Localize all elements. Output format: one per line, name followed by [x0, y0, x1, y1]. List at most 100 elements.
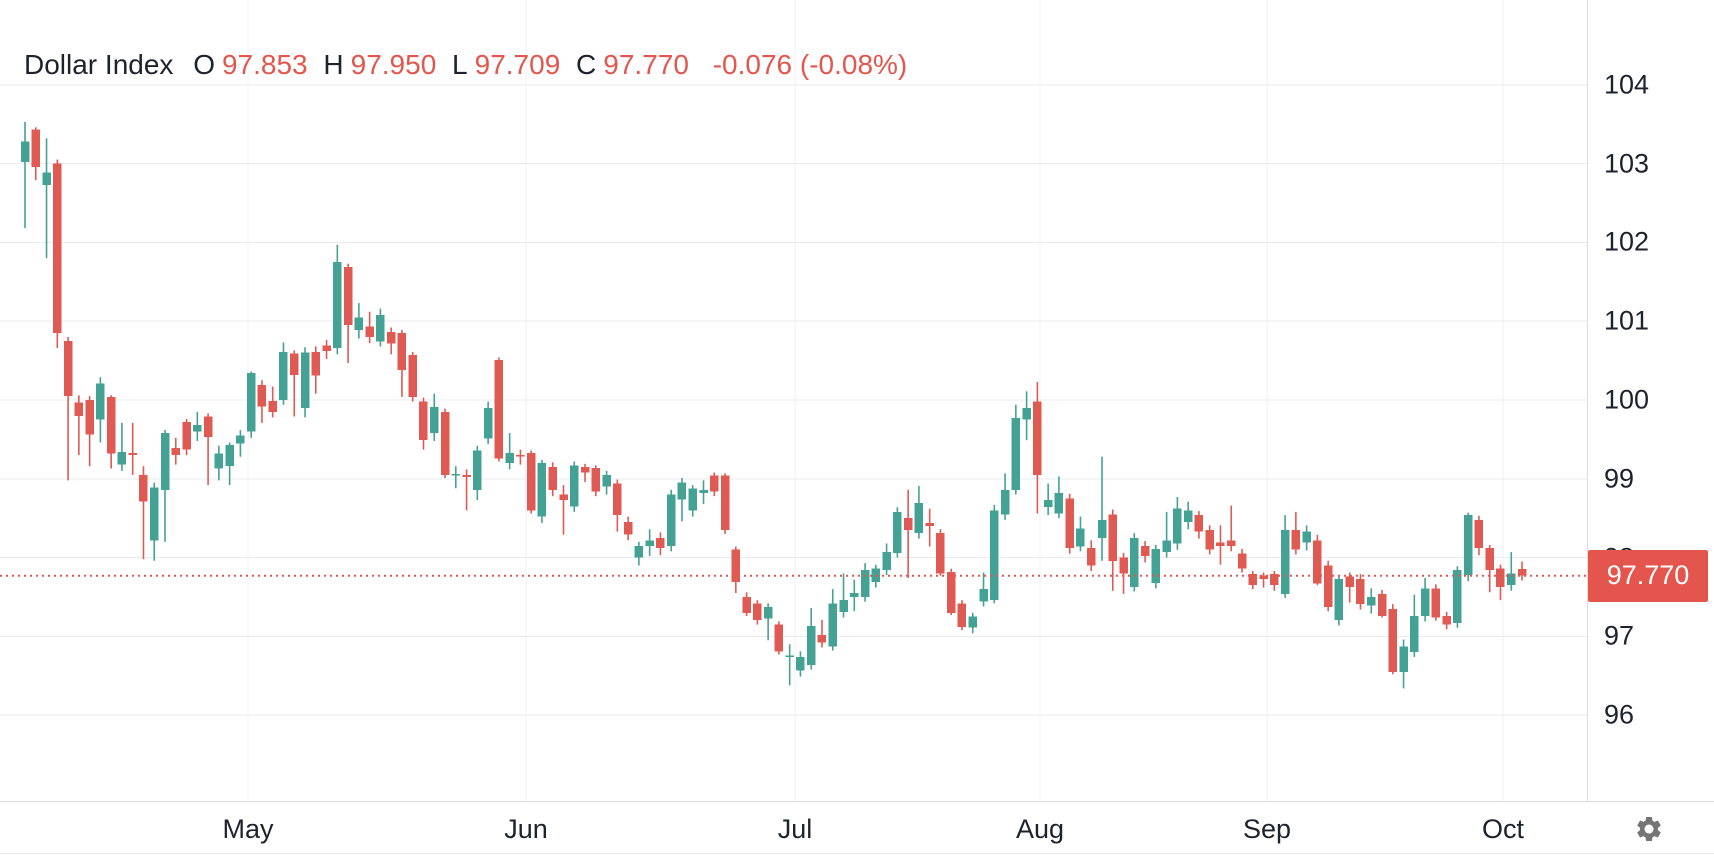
candle: [677, 478, 687, 522]
candle: [397, 329, 407, 397]
candle: [1485, 544, 1494, 593]
candlestick-chart-canvas[interactable]: [0, 0, 1587, 801]
candle: [85, 396, 94, 467]
candle: [1302, 525, 1311, 551]
candle: [365, 311, 374, 344]
candle: [516, 449, 525, 465]
candle: [591, 465, 601, 497]
candle: [246, 371, 256, 438]
candle: [214, 445, 224, 481]
time-axis[interactable]: May Jun Jul Aug Sep Oct: [0, 801, 1714, 856]
candle: [1065, 493, 1074, 554]
candle: [548, 462, 557, 497]
price-tick-label: 97: [1604, 620, 1635, 651]
candle: [257, 380, 267, 423]
candle: [20, 121, 30, 229]
candle: [1097, 456, 1107, 561]
candle: [63, 336, 73, 481]
candle: [796, 651, 805, 677]
candle: [634, 541, 644, 566]
candle: [42, 138, 51, 259]
candle: [1420, 578, 1430, 622]
price-tick-label: 101: [1604, 305, 1650, 336]
last-price-text: 97.770: [1606, 560, 1690, 591]
candle: [850, 579, 859, 612]
time-tick-label: Sep: [1242, 814, 1292, 844]
candle: [1022, 391, 1031, 441]
low-pair: L 97.709: [452, 49, 561, 80]
candle: [408, 351, 417, 402]
candle: [1183, 501, 1193, 530]
candle: [1226, 505, 1236, 552]
candle: [817, 619, 827, 648]
candle: [279, 342, 288, 405]
candle: [1237, 548, 1247, 573]
candle: [300, 347, 310, 418]
candle: [1173, 496, 1182, 550]
candle: [236, 429, 245, 457]
candle: [171, 437, 181, 465]
candle: [957, 600, 967, 631]
candle: [1248, 570, 1258, 590]
candle: [462, 469, 471, 511]
candle: [225, 442, 234, 486]
candle: [968, 612, 978, 634]
settings-icon[interactable]: [1634, 814, 1664, 844]
candle: [311, 346, 321, 394]
candle: [1334, 574, 1344, 626]
candle: [666, 489, 676, 552]
candle: [914, 485, 924, 539]
candle: [710, 472, 719, 497]
price-tick-label: 100: [1604, 384, 1650, 415]
candle: [903, 489, 913, 579]
candle: [1033, 381, 1042, 514]
time-tick-label: Jul: [777, 814, 813, 844]
candle: [742, 592, 751, 616]
candle: [1270, 570, 1279, 591]
candle: [193, 411, 202, 441]
candle: [785, 644, 794, 686]
candle: [128, 422, 137, 475]
candle: [290, 350, 299, 417]
candle: [979, 572, 988, 607]
candle: [149, 482, 159, 561]
price-axis[interactable]: 10410310210110099989796: [1587, 0, 1714, 801]
candle: [656, 532, 665, 556]
candle: [1086, 540, 1096, 571]
change-value: -0.076 (-0.08%): [712, 49, 908, 80]
close-pair: C 97.770: [576, 49, 689, 80]
candle: [1356, 574, 1365, 610]
candle: [806, 608, 816, 670]
symbol-info-bar: Dollar Index O 97.853 H 97.950 L 97.709 C 97…: [24, 49, 907, 81]
symbol-name: Dollar Index: [24, 49, 174, 80]
candle: [440, 408, 450, 479]
candle: [1313, 534, 1322, 586]
candle: [1291, 511, 1301, 555]
candle: [1162, 511, 1171, 558]
candle: [893, 507, 902, 558]
candle: [526, 450, 536, 514]
candle: [1108, 509, 1118, 591]
candle: [1474, 515, 1484, 556]
candle: [451, 466, 461, 489]
price-tick-label: 96: [1604, 699, 1635, 730]
price-tick-label: 99: [1604, 463, 1635, 494]
candle: [580, 463, 590, 482]
candle: [1496, 564, 1505, 601]
candle: [1377, 589, 1387, 618]
candle: [386, 327, 396, 355]
time-tick-label: Jun: [504, 814, 548, 844]
candle: [419, 397, 428, 450]
candle: [1259, 572, 1268, 588]
candle: [139, 466, 148, 560]
candle: [1205, 525, 1214, 555]
candle: [505, 433, 514, 470]
candle: [731, 546, 741, 594]
candle: [559, 485, 568, 535]
candle: [537, 459, 547, 523]
candle: [645, 529, 654, 557]
candle: [343, 263, 353, 363]
candle: [31, 127, 41, 181]
candle: [860, 563, 870, 602]
candle: [1453, 566, 1462, 628]
